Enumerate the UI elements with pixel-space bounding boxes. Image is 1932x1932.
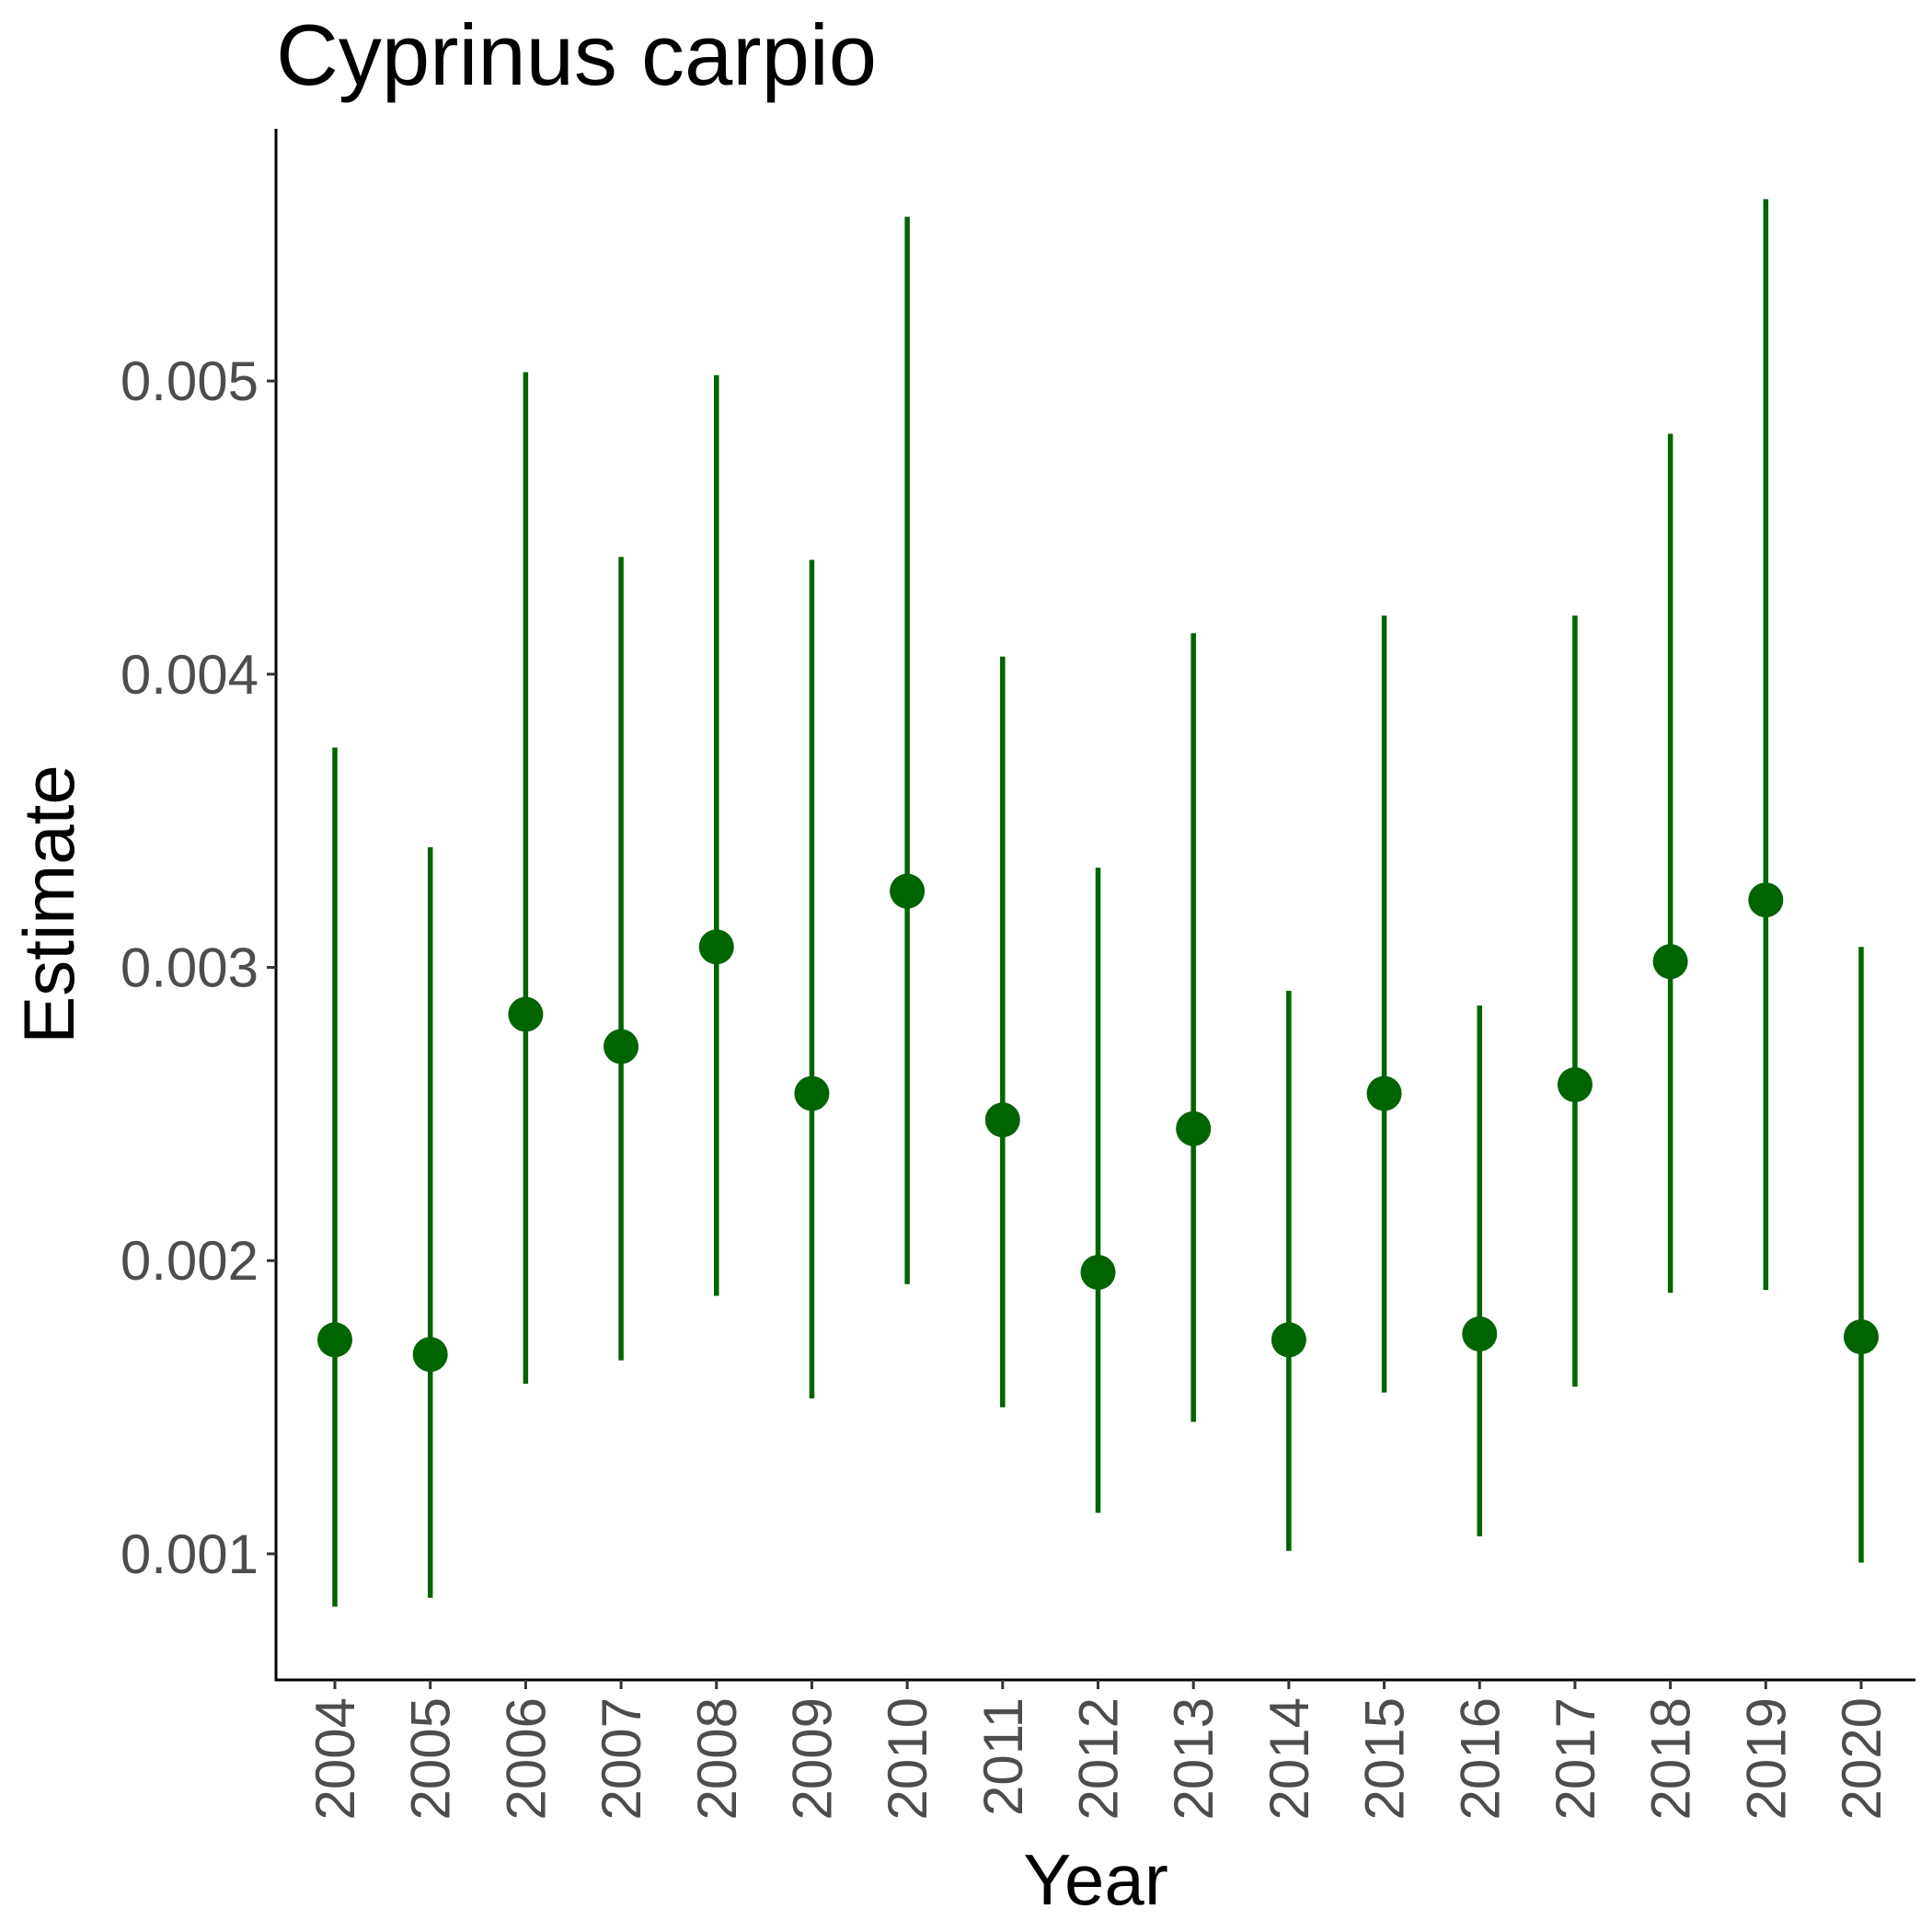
estimate-point — [1366, 1075, 1402, 1111]
y-tick-label: 0.001 — [121, 1524, 259, 1585]
y-axis-title: Estimate — [8, 765, 89, 1043]
x-tick-label: 2005 — [400, 1697, 462, 1820]
x-tick-label: 2016 — [1449, 1697, 1511, 1820]
x-tick-label: 2013 — [1163, 1697, 1225, 1820]
x-tick-label: 2011 — [972, 1697, 1034, 1816]
estimate-point — [1271, 1322, 1306, 1358]
y-tick-label: 0.003 — [121, 937, 259, 999]
x-tick-label: 2004 — [305, 1697, 366, 1820]
x-axis: 2004 2005 2006 2007 2008 2009 2010 2011 2012 2013… — [305, 1680, 1892, 1820]
estimate-point — [508, 996, 544, 1032]
estimate-point — [412, 1337, 448, 1373]
y-tick-label: 0.004 — [121, 644, 259, 706]
plot-area — [317, 199, 1879, 1607]
x-tick-label: 2014 — [1259, 1697, 1320, 1820]
y-axis: 0.001 0.002 0.003 0.004 0.005 — [121, 351, 276, 1585]
estimate-point — [1652, 944, 1688, 980]
estimate-point — [1844, 1319, 1879, 1355]
estimate-point — [984, 1102, 1020, 1138]
x-tick-label: 2008 — [686, 1697, 748, 1820]
estimate-point — [1462, 1316, 1498, 1351]
x-tick-label: 2007 — [591, 1697, 652, 1820]
x-tick-label: 2019 — [1735, 1697, 1797, 1820]
estimate-point — [1557, 1067, 1593, 1103]
x-axis-title: Year — [1023, 1839, 1168, 1920]
x-tick-label: 2020 — [1831, 1697, 1892, 1820]
estimate-point — [604, 1029, 639, 1064]
chart-title: Cyprinus carpio — [276, 6, 877, 103]
x-tick-label: 2015 — [1354, 1697, 1416, 1820]
estimate-point — [794, 1075, 830, 1111]
x-tick-label: 2017 — [1545, 1697, 1606, 1820]
y-tick-label: 0.002 — [121, 1230, 259, 1292]
y-tick-label: 0.005 — [121, 351, 259, 412]
x-tick-label: 2006 — [495, 1697, 557, 1820]
x-tick-label: 2010 — [877, 1697, 938, 1820]
x-tick-label: 2009 — [781, 1697, 843, 1820]
estimate-point — [317, 1322, 352, 1358]
estimate-point — [1080, 1254, 1116, 1290]
x-tick-label: 2012 — [1068, 1697, 1130, 1820]
estimate-point — [1748, 882, 1784, 918]
estimate-point — [698, 929, 734, 965]
estimate-point — [1176, 1110, 1212, 1146]
estimate-point — [890, 873, 926, 909]
x-tick-label: 2018 — [1640, 1697, 1702, 1820]
